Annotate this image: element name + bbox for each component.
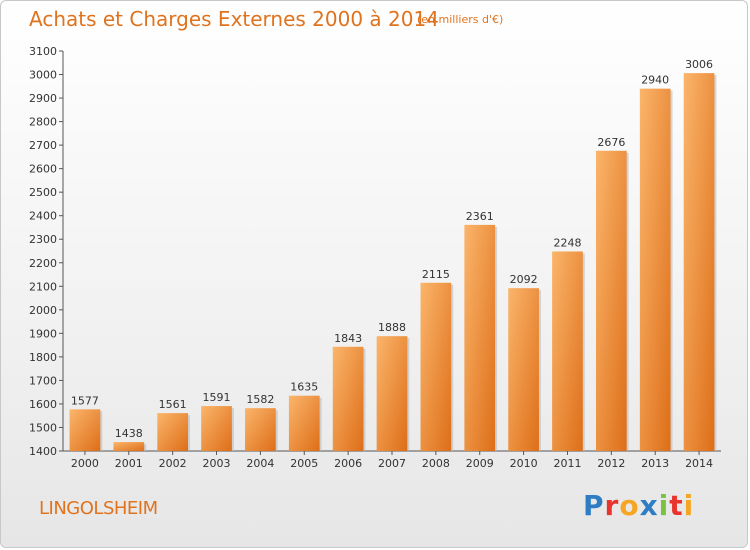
chart-labels: 1577 2000 1438 2001 1561 2002 1591 2003 1582 2004…: [71, 58, 713, 470]
value-label: 1843: [334, 332, 362, 345]
bar-2012: [595, 150, 627, 451]
bar-2003: [201, 406, 232, 451]
y-tick-label: 1800: [29, 351, 57, 364]
y-tick-label: 3000: [29, 69, 57, 82]
x-tick-label: 2001: [115, 457, 143, 470]
x-tick-label: 2004: [246, 457, 274, 470]
y-tick-label: 2100: [29, 280, 57, 293]
value-label: 1582: [246, 393, 274, 406]
value-label: 2361: [466, 210, 494, 223]
logo-letter: i: [658, 489, 670, 522]
logo-letter: P: [583, 489, 605, 522]
logo-letter: o: [619, 489, 640, 522]
bar-2001: [113, 442, 145, 451]
bar-2011: [552, 251, 583, 451]
y-tick-label: 1600: [29, 398, 57, 411]
y-tick-label: 2400: [29, 210, 57, 223]
y-tick-label: 1500: [29, 421, 57, 434]
x-tick-label: 2007: [378, 457, 406, 470]
bar-2006: [332, 346, 364, 451]
x-tick-label: 2000: [71, 457, 99, 470]
value-label: 1591: [203, 391, 231, 404]
chart-bars: [69, 73, 717, 451]
bar-2002: [157, 413, 189, 451]
value-label: 1635: [290, 381, 318, 394]
logo-letter: r: [604, 489, 620, 522]
chart-axes: 1400 1500 1600 1700 1800 1900 2000 2100 2200 2300…: [29, 45, 721, 458]
x-tick-label: 2003: [203, 457, 231, 470]
bar-2010: [508, 288, 539, 451]
x-tick-label: 2013: [641, 457, 669, 470]
value-label: 1438: [115, 427, 143, 440]
x-tick-label: 2012: [597, 457, 625, 470]
bar-2000: [69, 409, 101, 451]
value-label: 1888: [378, 321, 406, 334]
y-tick-label: 1900: [29, 327, 57, 340]
y-tick-label: 2500: [29, 186, 57, 199]
y-tick-label: 2300: [29, 233, 57, 246]
value-label: 1577: [71, 394, 99, 407]
chart-subtitle: (en milliers d'€): [417, 13, 504, 26]
logo-letter: i: [683, 489, 695, 522]
city-name: LINGOLSHEIM: [39, 498, 158, 519]
value-label: 1561: [159, 398, 187, 411]
x-tick-label: 2008: [422, 457, 450, 470]
value-label: 2676: [597, 136, 625, 149]
logo-letter: t: [669, 489, 684, 522]
bar-2004: [245, 408, 276, 451]
y-tick-label: 2800: [29, 116, 57, 129]
x-tick-label: 2011: [553, 457, 581, 470]
bar-2007: [376, 336, 408, 451]
x-tick-label: 2010: [510, 457, 538, 470]
bar-2013: [639, 88, 671, 451]
y-tick-label: 2600: [29, 163, 57, 176]
y-tick-label: 3100: [29, 45, 57, 58]
bar-2005: [288, 395, 320, 451]
x-tick-label: 2005: [290, 457, 318, 470]
x-tick-label: 2002: [159, 457, 187, 470]
value-label: 2248: [553, 236, 581, 249]
y-tick-label: 1700: [29, 374, 57, 387]
x-tick-label: 2014: [685, 457, 713, 470]
value-label: 2092: [510, 273, 538, 286]
y-tick-label: 2700: [29, 139, 57, 152]
bar-2009: [464, 224, 496, 451]
value-label: 2940: [641, 74, 669, 87]
chart-title: Achats et Charges Externes 2000 à 2014: [29, 7, 439, 31]
proxiti-logo: Proxiti: [583, 489, 694, 522]
x-tick-label: 2009: [466, 457, 494, 470]
y-tick-label: 2200: [29, 257, 57, 270]
bar-2014: [683, 73, 715, 451]
y-tick-label: 1400: [29, 445, 57, 458]
value-label: 3006: [685, 58, 713, 71]
value-label: 2115: [422, 268, 450, 281]
logo-letter: x: [639, 489, 659, 522]
bar-2008: [420, 282, 452, 451]
y-tick-label: 2000: [29, 304, 57, 317]
y-tick-label: 2900: [29, 92, 57, 105]
x-tick-label: 2006: [334, 457, 362, 470]
